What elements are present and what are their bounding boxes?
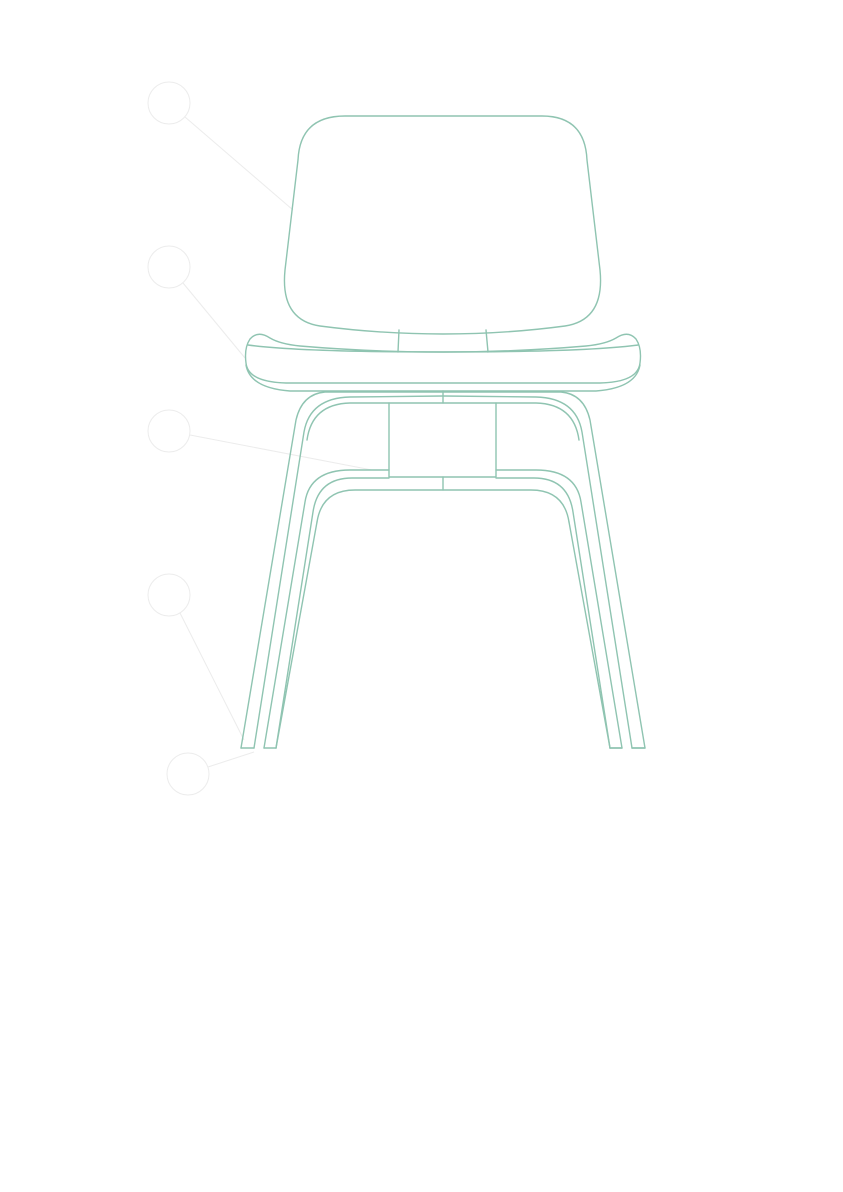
leg-frame-inner-mid bbox=[275, 477, 611, 749]
leader-line-1 bbox=[184, 116, 294, 211]
leader-line-2 bbox=[182, 282, 246, 359]
callout-circle-5 bbox=[166, 752, 210, 796]
chair-seat bbox=[244, 333, 642, 384]
leader-line-5 bbox=[207, 751, 255, 768]
callout-circle-2 bbox=[147, 245, 191, 289]
chair-seat-edge bbox=[247, 344, 639, 353]
backrest-connector bbox=[397, 329, 489, 353]
callout-circle-4 bbox=[147, 573, 191, 617]
callouts bbox=[147, 81, 373, 796]
leg-frame-outer bbox=[240, 391, 646, 749]
chair-backrest bbox=[283, 115, 602, 335]
callout-circle-3 bbox=[147, 409, 191, 453]
leg-frame-rail bbox=[306, 402, 580, 441]
leg-frame-inner-outer bbox=[263, 469, 623, 749]
leg-frame-outer-inner bbox=[253, 395, 633, 749]
callout-circle-1 bbox=[147, 81, 191, 125]
leader-line-3 bbox=[189, 434, 373, 471]
leader-line-4 bbox=[179, 612, 245, 741]
chair bbox=[240, 115, 646, 749]
leg-inner-right bbox=[568, 521, 611, 749]
mounting-block bbox=[388, 402, 497, 478]
leg-inner-left bbox=[275, 521, 318, 749]
leg-frame-inner-bottom bbox=[316, 489, 570, 523]
chair-seat-underside bbox=[245, 364, 641, 392]
